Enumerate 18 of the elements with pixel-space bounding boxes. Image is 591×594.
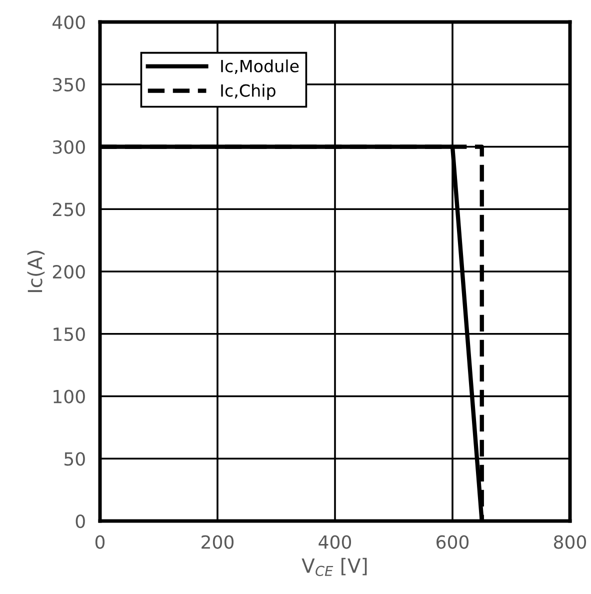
legend-label: Ic,Module [221, 59, 299, 74]
y-tick-label: 250 [52, 202, 85, 216]
y-tick-label: 0 [76, 514, 85, 528]
x-tick-label: 600 [436, 535, 469, 549]
y-tick-label: 400 [52, 15, 85, 30]
y-tick-label: 300 [53, 140, 85, 154]
y-tick-label: 150 [54, 327, 85, 341]
x-tick-label: 0 [95, 535, 105, 549]
x-tick-label: 400 [318, 535, 352, 549]
y-tick-label: 350 [53, 78, 85, 92]
y-axis-title: Ic(A) [27, 250, 45, 292]
x-axis-title: V$_{CE}$ [V] [302, 558, 367, 576]
y-tick-label: 50 [64, 452, 85, 466]
legend-label: Ic,Chip [221, 84, 276, 100]
x-tick-label: 200 [202, 535, 234, 549]
x-tick-label: 800 [554, 535, 586, 549]
y-tick-label: 200 [52, 264, 85, 279]
y-tick-label: 100 [54, 390, 85, 404]
